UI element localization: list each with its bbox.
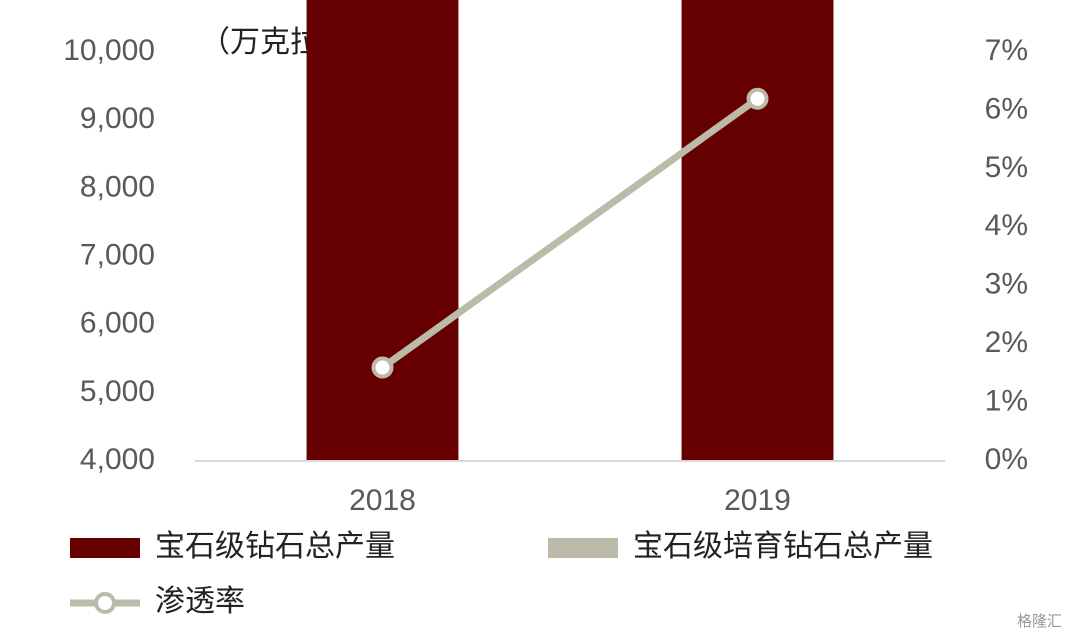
legend-label: 宝石级钻石总产量 [155, 530, 395, 563]
y-tick-label: 9,000 [80, 102, 155, 135]
y2-tick-label: 3% [985, 268, 1028, 301]
legend-label: 渗透率 [155, 585, 245, 618]
legend-swatch-point [94, 592, 116, 614]
line-point [746, 87, 769, 110]
y-tick-label: 8,000 [80, 170, 155, 203]
legend-swatch [70, 538, 140, 558]
bar [681, 0, 834, 461]
y-tick-label: 5,000 [80, 375, 155, 408]
y2-tick-label: 1% [985, 384, 1028, 417]
y2-tick-label: 2% [985, 326, 1028, 359]
watermark: 格隆汇 [1017, 613, 1062, 630]
x-tick-label: 2019 [724, 484, 791, 517]
line [380, 95, 760, 371]
y-tick-label: 7,000 [80, 238, 155, 271]
bar [306, 0, 459, 462]
y2-tick-label: 7% [985, 34, 1028, 67]
y-tick-label: 6,000 [80, 307, 155, 340]
y2-tick-label: 6% [985, 92, 1028, 125]
line-point [371, 356, 394, 379]
legend-label: 宝石级培育钻石总产量 [633, 530, 933, 563]
x-tick-label: 2018 [349, 484, 416, 517]
y2-tick-label: 4% [985, 209, 1028, 242]
y2-tick-label: 5% [985, 151, 1028, 184]
y-tick-label: 4,000 [80, 443, 155, 476]
y-tick-label: 10,000 [63, 34, 155, 67]
legend-swatch [548, 538, 618, 558]
y2-tick-label: 0% [985, 443, 1028, 476]
